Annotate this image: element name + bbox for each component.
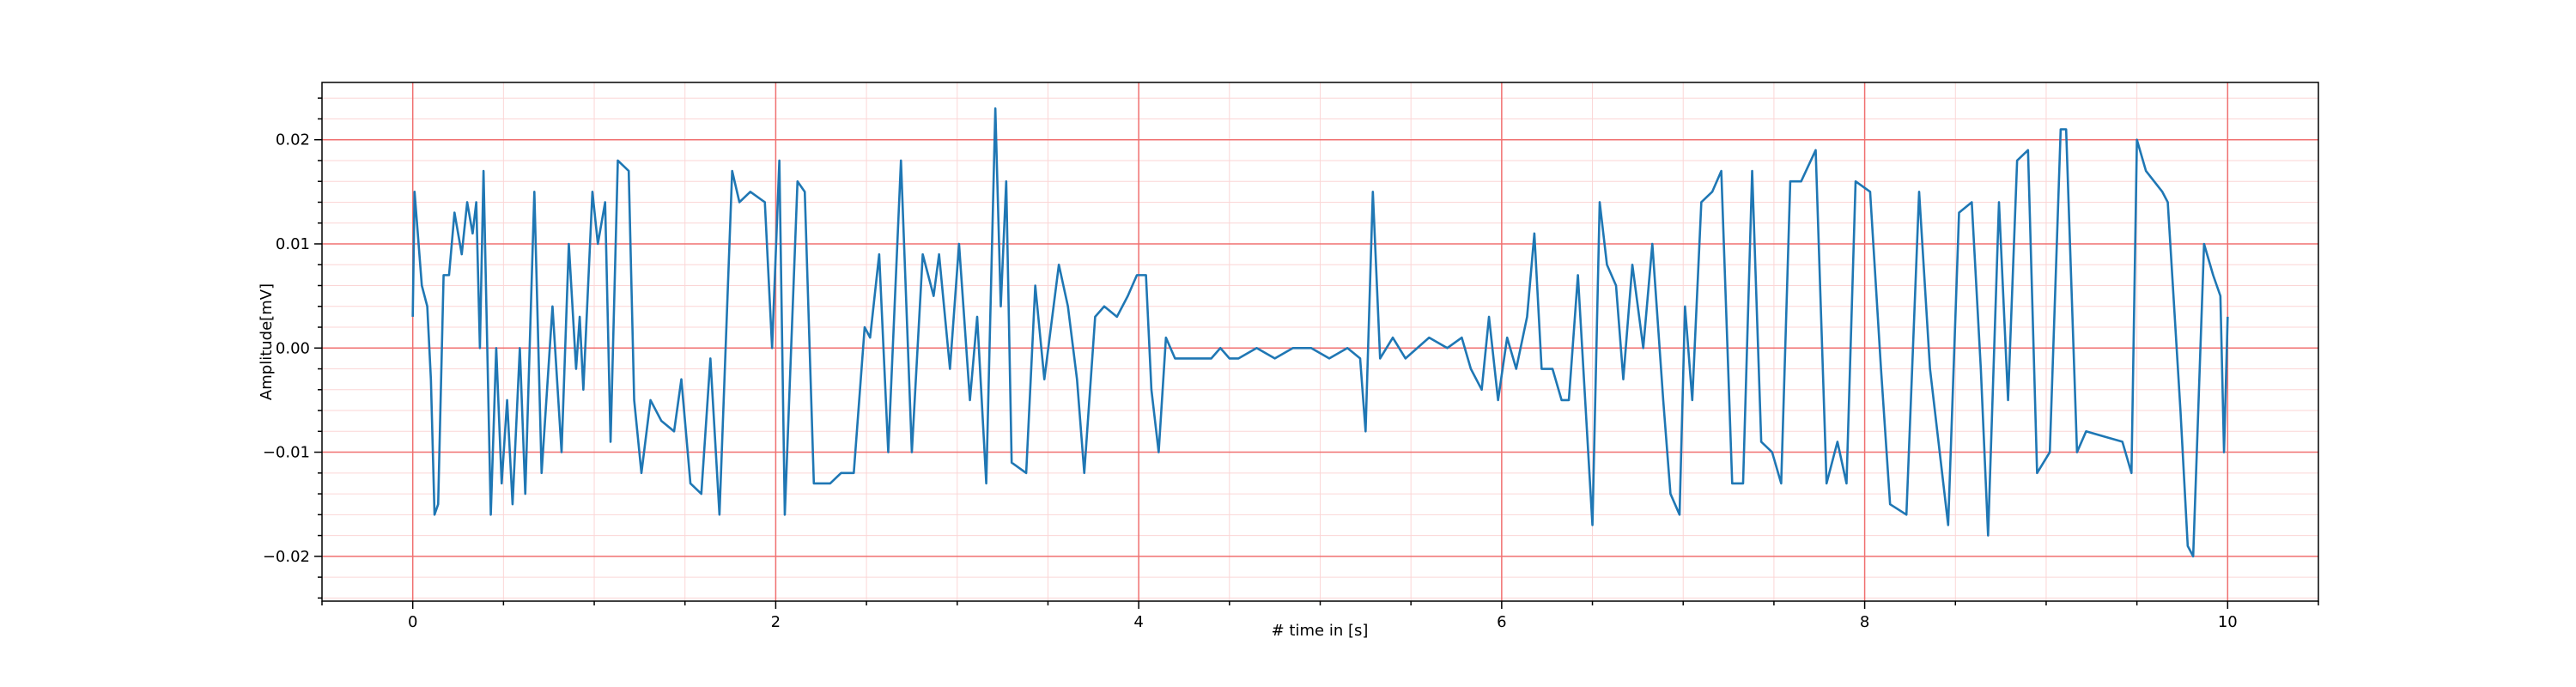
y-tick-label: −0.01	[263, 444, 310, 462]
y-tick-label: −0.02	[263, 548, 310, 566]
x-axis-label: # time in [s]	[1272, 622, 1369, 640]
y-axis-label: Amplitude[mV]	[258, 283, 276, 400]
plot-frame	[321, 82, 2319, 602]
y-tick-label: 0.02	[276, 131, 310, 149]
x-tick-label: 4	[1133, 613, 1143, 631]
y-tick-label: 0.01	[276, 235, 310, 253]
x-tick-label: 8	[1860, 613, 1869, 631]
y-tick-label: 0.00	[276, 339, 310, 357]
signal-line	[411, 107, 2229, 558]
x-tick-label: 6	[1497, 613, 1506, 631]
x-tick-label: 10	[2218, 613, 2238, 631]
x-tick-label: 0	[408, 613, 417, 631]
x-tick-label: 2	[771, 613, 781, 631]
